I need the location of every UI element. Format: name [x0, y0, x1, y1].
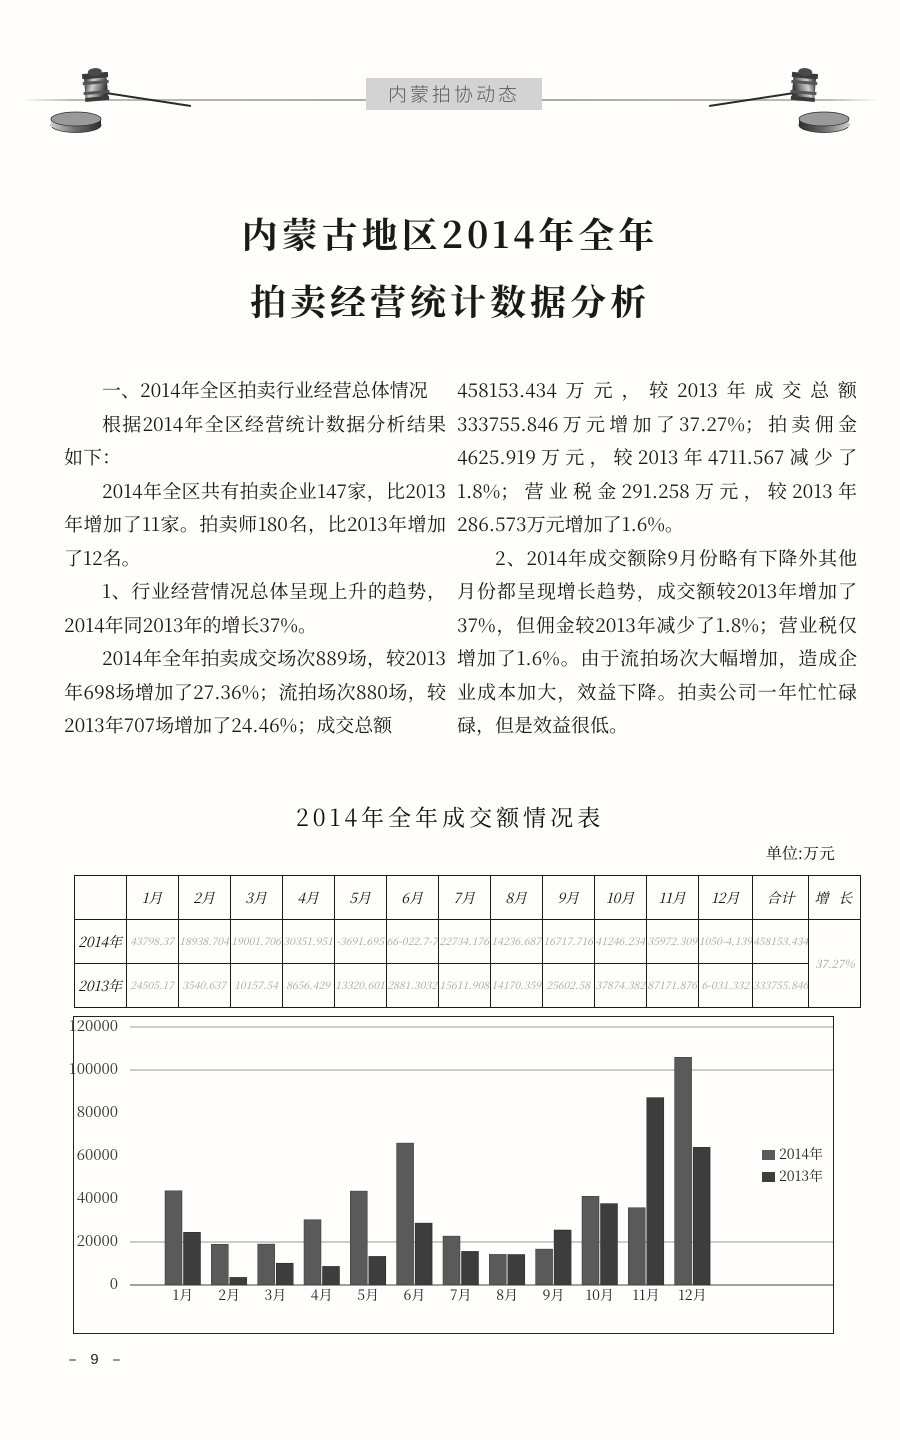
- svg-text:6月: 6月: [403, 1285, 425, 1305]
- svg-text:12月: 12月: [678, 1285, 706, 1305]
- svg-text:1月: 1月: [172, 1285, 193, 1305]
- svg-text:11月: 11月: [632, 1285, 659, 1305]
- svg-text:7月: 7月: [450, 1285, 472, 1305]
- svg-text:40000: 40000: [77, 1187, 118, 1208]
- svg-text:100000: 100000: [68, 1058, 118, 1079]
- svg-text:0: 0: [110, 1273, 118, 1294]
- svg-text:120000: 120000: [68, 1015, 118, 1036]
- svg-text:10月: 10月: [585, 1285, 613, 1305]
- svg-text:5月: 5月: [357, 1285, 379, 1305]
- svg-text:3月: 3月: [264, 1285, 286, 1305]
- svg-text:2014年: 2014年: [779, 1144, 823, 1164]
- svg-text:4月: 4月: [311, 1285, 333, 1305]
- svg-text:9月: 9月: [542, 1285, 564, 1305]
- svg-text:80000: 80000: [77, 1101, 118, 1122]
- svg-text:20000: 20000: [77, 1230, 118, 1251]
- svg-text:60000: 60000: [77, 1144, 118, 1165]
- svg-text:2月: 2月: [218, 1285, 240, 1305]
- svg-text:8月: 8月: [496, 1285, 518, 1305]
- svg-text:2013年: 2013年: [779, 1166, 823, 1186]
